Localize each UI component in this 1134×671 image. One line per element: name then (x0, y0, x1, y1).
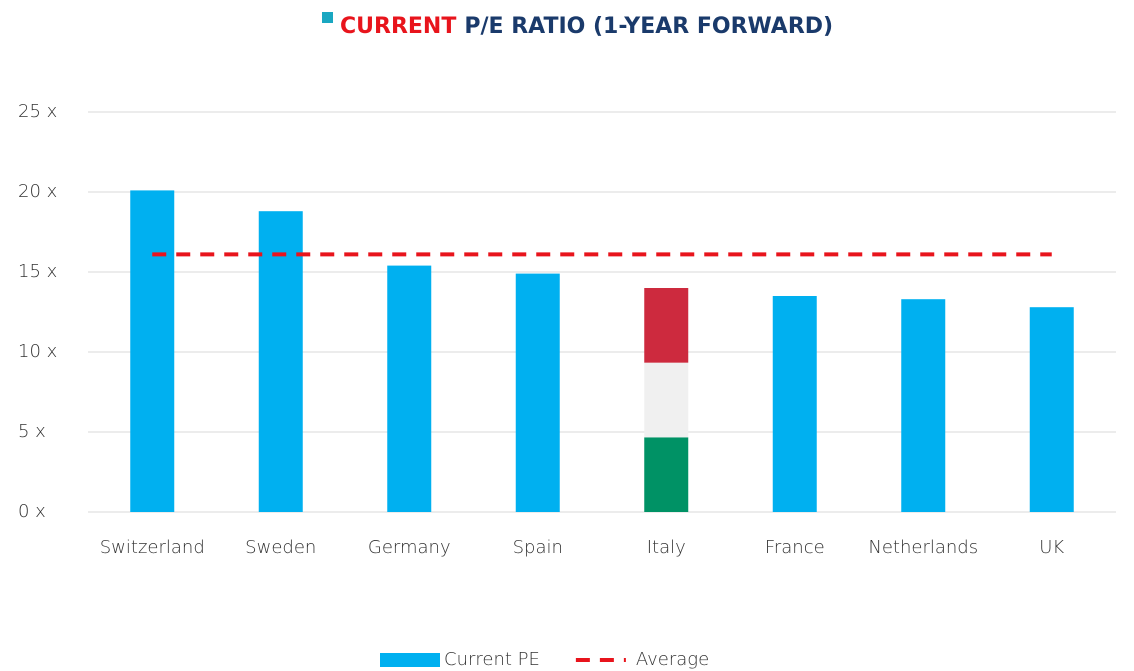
y-tick-label: 15 x (18, 261, 57, 282)
x-tick-label: Netherlands (868, 537, 978, 558)
x-tick-label: Switzerland (100, 537, 205, 558)
x-tick-label: Germany (368, 537, 451, 558)
y-tick-label: 10 x (18, 341, 57, 362)
bar (387, 265, 432, 512)
title-text: P/E RATIO (1-YEAR FORWARD) (464, 14, 833, 39)
legend-swatch (380, 653, 440, 667)
bar (1029, 307, 1074, 512)
bar-segment (644, 288, 689, 363)
title-highlight: CURRENT (340, 14, 456, 39)
bar (515, 273, 560, 512)
legend-label: Current PE (444, 649, 540, 670)
chart-title: CURRENT P/E RATIO (1-YEAR FORWARD) (340, 14, 833, 39)
y-tick-label: 20 x (18, 181, 57, 202)
bar (258, 211, 303, 512)
x-tick-label: UK (1039, 537, 1064, 558)
bar (901, 299, 946, 512)
x-tick-label: France (765, 537, 825, 558)
x-tick-label: Spain (513, 537, 563, 558)
bar-segment (644, 362, 689, 438)
title-marker (322, 12, 333, 23)
y-tick-label: 25 x (18, 101, 57, 122)
bar-segment (644, 437, 689, 512)
y-tick-label: 5 x (18, 421, 46, 442)
x-tick-label: Sweden (245, 537, 316, 558)
bar (772, 296, 817, 512)
y-tick-label: 0 x (18, 501, 46, 522)
x-tick-label: Italy (647, 537, 686, 558)
bar (130, 190, 175, 512)
legend-label: Average (636, 649, 709, 670)
